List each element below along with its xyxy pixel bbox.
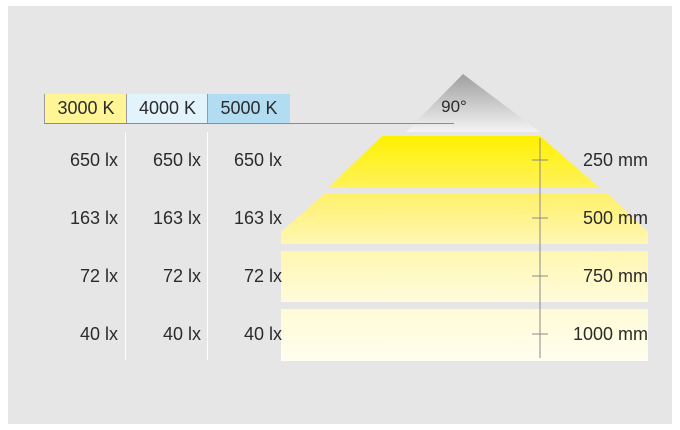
illuminance-diagram: 90° 3000 K 4000 K 5000 K 650 lx 650 lx 6…	[8, 6, 672, 424]
lux-5000k-1000mm: 40 lx	[243, 324, 282, 344]
lux-4000k-1000mm: 40 lx	[162, 324, 201, 344]
legend-baseline	[44, 123, 454, 124]
column-divider	[207, 132, 208, 360]
beam-band-500	[281, 194, 648, 244]
lux-4000k-250mm: 650 lx	[152, 150, 201, 170]
legend-4000k: 4000 K	[126, 94, 208, 123]
lux-3000k-500mm: 163 lx	[69, 208, 118, 228]
beam-band-1000	[281, 309, 648, 361]
beam-band-250	[328, 136, 600, 188]
light-cone-graphic	[281, 74, 648, 361]
lux-3000k-250mm: 650 lx	[69, 150, 118, 170]
distance-1000mm: 1000 mm	[572, 324, 648, 344]
beam-angle-label: 90°	[441, 97, 467, 116]
lux-5000k-250mm: 650 lx	[233, 150, 282, 170]
lux-3000k-1000mm: 40 lx	[79, 324, 118, 344]
lux-5000k-750mm: 72 lx	[243, 266, 282, 286]
distance-750mm: 750 mm	[582, 266, 648, 286]
lux-5000k-500mm: 163 lx	[233, 208, 282, 228]
column-divider	[125, 132, 126, 360]
lux-3000k-750mm: 72 lx	[79, 266, 118, 286]
beam-band-750	[281, 251, 648, 302]
legend-3000k: 3000 K	[44, 94, 127, 123]
distance-500mm: 500 mm	[582, 208, 648, 228]
lux-4000k-750mm: 72 lx	[162, 266, 201, 286]
beam-apex	[406, 74, 540, 132]
distance-250mm: 250 mm	[582, 150, 648, 170]
lux-4000k-500mm: 163 lx	[152, 208, 201, 228]
legend-5000k: 5000 K	[207, 94, 290, 123]
